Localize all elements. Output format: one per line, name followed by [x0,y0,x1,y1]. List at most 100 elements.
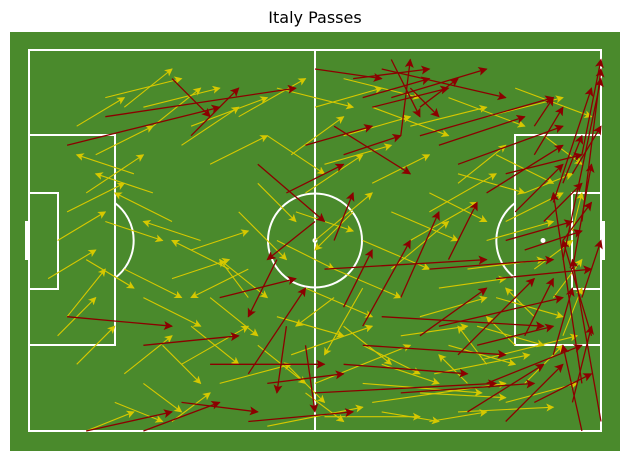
completed-pass-arrow-61 [209,297,259,337]
completed-pass-arrow-47 [276,316,345,338]
failed-pass-arrow-11 [467,363,545,413]
passes-layer [47,58,605,432]
completed-pass-arrow-15 [219,362,293,384]
completed-pass-arrow-75 [524,172,574,194]
completed-pass-arrow-43 [391,211,459,242]
left-penalty-arc [114,202,135,279]
completed-pass-arrow-63 [162,344,202,385]
completed-pass-arrow-79 [324,143,393,165]
completed-pass-arrow-32 [314,86,383,108]
failed-pass-arrow-21 [524,277,554,337]
completed-pass-arrow-53 [75,153,135,175]
completed-pass-arrow-71 [438,275,507,289]
failed-pass-arrow-23 [496,265,593,280]
failed-pass-arrow-75 [305,124,374,146]
completed-pass-arrow-26 [76,97,126,127]
failed-pass-arrow-10 [400,379,536,394]
failed-pass-arrow-55 [533,106,564,156]
completed-pass-arrow-111 [457,325,488,365]
failed-pass-arrow-8 [314,379,498,394]
failed-pass-arrow-68 [581,58,604,155]
failed-pass-arrow-37 [419,95,555,137]
failed-pass-arrow-61 [571,325,594,403]
completed-pass-arrow-80 [343,114,412,137]
failed-pass-arrow-33 [514,163,564,213]
failed-pass-arrow-67 [571,125,602,175]
completed-pass-arrow-55 [305,154,364,194]
failed-pass-arrow-30 [524,229,583,251]
completed-pass-arrow-41 [457,173,526,195]
failed-pass-arrow-78 [390,59,421,118]
completed-pass-arrow-70 [419,295,488,318]
completed-pass-arrow-101 [105,220,164,243]
failed-pass-arrow-44 [286,163,345,194]
completed-pass-arrow-95 [457,144,507,184]
failed-pass-arrow-15 [362,344,507,359]
failed-pass-arrow-51 [304,345,319,413]
failed-pass-arrow-17 [419,287,488,337]
completed-pass-arrow-87 [123,68,173,108]
failed-pass-arrow-76 [314,68,383,82]
completed-pass-arrow-86 [152,87,202,127]
completed-pass-arrow-65 [114,401,164,423]
failed-pass-arrow-6 [67,316,173,330]
failed-pass-arrow-69 [533,96,554,127]
completed-pass-arrow-93 [410,201,478,241]
failed-pass-arrow-45 [257,163,326,223]
completed-pass-arrow-0 [85,410,135,432]
completed-pass-arrow-100 [85,259,135,289]
failed-pass-arrow-3 [248,408,355,423]
failed-pass-arrow-16 [381,316,545,331]
completed-pass-arrow-69 [400,323,469,337]
completed-pass-arrow-110 [438,354,468,384]
completed-pass-arrow-29 [190,96,269,127]
failed-pass-arrow-64 [562,77,604,260]
failed-pass-arrow-20 [476,323,555,346]
completed-pass-arrow-94 [429,173,497,213]
completed-pass-arrow-106 [286,363,326,404]
failed-pass-arrow-50 [219,276,297,299]
completed-pass-arrow-24 [85,154,145,194]
completed-pass-arrow-33 [343,78,421,100]
completed-pass-arrow-21 [47,249,97,280]
completed-pass-arrow-105 [190,229,250,251]
completed-pass-arrow-78 [448,344,517,367]
failed-pass-arrow-19 [457,277,536,356]
completed-pass-arrow-77 [476,325,545,348]
failed-pass-arrow-39 [391,66,488,99]
failed-pass-arrow-24 [429,255,555,270]
right-penalty-spot [540,238,546,243]
failed-pass-arrow-29 [505,219,574,242]
failed-pass-arrow-70 [66,104,221,146]
completed-pass-arrow-51 [113,192,173,222]
failed-pass-arrow-77 [362,76,431,99]
completed-pass-arrow-76 [495,297,564,319]
failed-pass-arrow-49 [247,287,307,375]
failed-pass-arrow-80 [419,77,459,108]
completed-pass-arrow-12 [314,344,412,384]
failed-pass-arrow-2 [181,401,259,416]
completed-pass-arrow-19 [57,296,97,337]
failed-pass-arrow-7 [143,332,240,346]
failed-pass-arrow-26 [362,239,411,327]
completed-pass-arrow-104 [171,258,231,280]
completed-pass-arrow-84 [209,135,269,165]
failed-pass-arrow-63 [569,258,602,422]
failed-pass-arrow-46 [266,220,316,261]
completed-pass-arrow-25 [95,125,154,156]
completed-pass-arrow-91 [571,191,585,232]
completed-pass-arrow-83 [190,268,249,299]
completed-pass-arrow-52 [94,172,154,194]
completed-pass-arrow-92 [390,220,450,270]
failed-pass-arrow-72 [190,87,240,137]
completed-pass-arrow-98 [295,297,335,327]
completed-pass-arrow-23 [66,182,126,213]
failed-pass-arrow-28 [447,201,478,260]
completed-pass-arrow-58 [257,182,297,223]
failed-pass-arrow-36 [438,114,526,146]
completed-pass-arrow-28 [143,85,221,108]
completed-pass-arrow-107 [305,392,345,423]
completed-pass-arrow-60 [219,259,269,299]
failed-pass-arrow-40 [353,65,431,80]
